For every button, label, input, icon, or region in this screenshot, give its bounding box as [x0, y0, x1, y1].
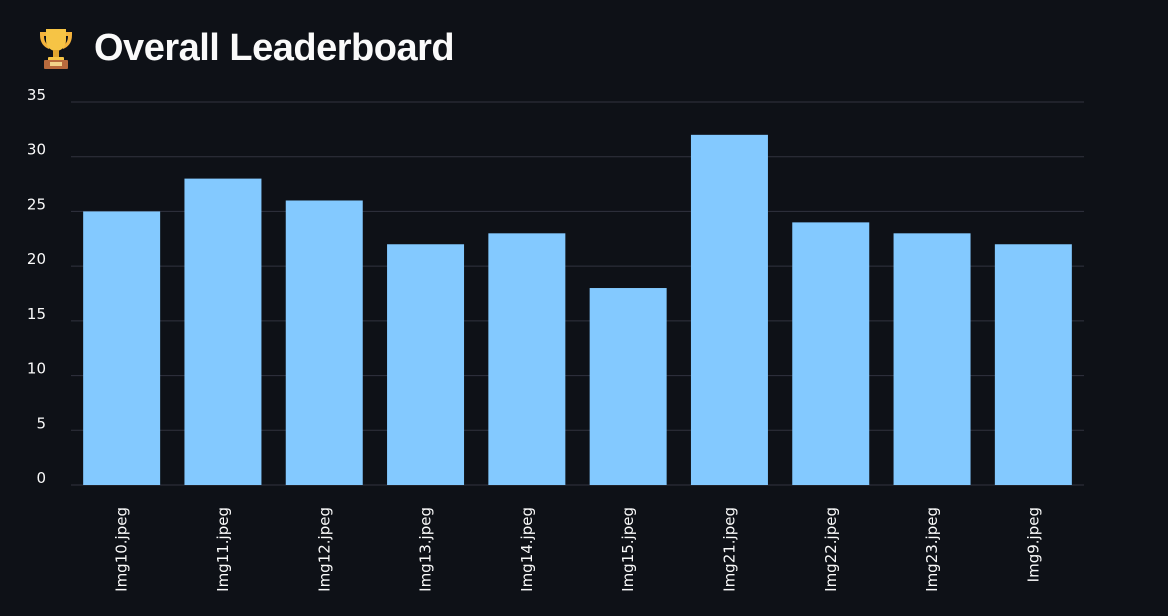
x-tick-label: Img21.jpeg	[720, 507, 738, 592]
x-tick-label: Img22.jpeg	[822, 507, 840, 592]
y-tick-label: 5	[36, 414, 46, 432]
x-tick-label: Img15.jpeg	[619, 507, 637, 592]
x-tick-label: Img14.jpeg	[518, 507, 536, 592]
bar	[184, 178, 262, 485]
page-header: Overall Leaderboard	[36, 22, 455, 74]
y-tick-label: 15	[27, 305, 46, 323]
x-tick-label: Img23.jpeg	[923, 507, 941, 592]
y-tick-label: 0	[36, 469, 46, 487]
y-tick-label: 20	[27, 250, 46, 268]
x-tick-label: Img9.jpeg	[1024, 507, 1042, 582]
bar	[792, 222, 870, 485]
page-title: Overall Leaderboard	[94, 26, 455, 69]
y-tick-label: 35	[27, 86, 46, 104]
x-tick-label: Img10.jpeg	[113, 507, 131, 592]
x-tick-label: Img13.jpeg	[417, 507, 435, 592]
bar	[488, 233, 566, 485]
bar	[387, 244, 465, 485]
x-tick-label: Img12.jpeg	[315, 507, 333, 592]
bar	[994, 244, 1072, 485]
x-tick-label: Img11.jpeg	[214, 507, 232, 592]
y-tick-label: 30	[27, 141, 46, 159]
y-tick-label: 10	[27, 360, 46, 378]
bar	[589, 288, 667, 485]
bar	[285, 200, 363, 485]
bar	[83, 211, 161, 485]
bar	[893, 233, 971, 485]
trophy-icon	[40, 29, 72, 69]
bar	[690, 134, 768, 486]
y-tick-label: 25	[27, 195, 46, 213]
